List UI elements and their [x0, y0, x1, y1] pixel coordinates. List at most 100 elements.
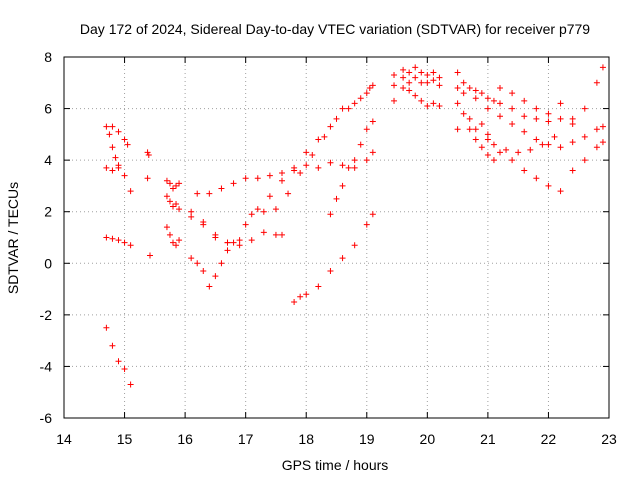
data-point — [503, 146, 510, 153]
series-11 — [188, 213, 285, 249]
data-point — [599, 64, 606, 71]
data-point — [291, 167, 298, 174]
data-point — [194, 260, 201, 267]
data-point — [581, 157, 588, 164]
data-point — [521, 113, 528, 120]
series-4 — [103, 324, 134, 388]
data-point — [466, 126, 473, 133]
data-point — [509, 157, 516, 164]
data-point — [418, 97, 425, 104]
y-tick-label: -6 — [40, 410, 53, 426]
data-point — [484, 131, 491, 138]
data-point — [163, 177, 170, 184]
data-point — [173, 242, 180, 249]
data-point — [200, 219, 207, 226]
data-point — [254, 175, 261, 182]
data-point — [103, 324, 110, 331]
data-point — [509, 105, 516, 112]
data-point — [484, 151, 491, 158]
data-point — [497, 100, 503, 107]
series-14 — [291, 211, 376, 305]
data-point — [533, 136, 540, 143]
data-point — [212, 273, 219, 280]
data-point — [121, 172, 128, 179]
data-point — [472, 126, 479, 133]
data-point — [357, 141, 364, 148]
data-point — [424, 72, 431, 79]
series-5 — [106, 131, 122, 169]
grid — [64, 57, 609, 418]
data-point — [188, 255, 195, 262]
data-point — [454, 84, 461, 91]
data-point — [266, 172, 273, 179]
series-9 — [163, 224, 183, 249]
data-point — [454, 126, 461, 133]
series-17 — [391, 74, 443, 89]
data-point — [400, 74, 407, 81]
x-tick-label: 22 — [541, 431, 557, 447]
data-point — [363, 221, 370, 228]
y-tick-label: -2 — [40, 307, 53, 323]
data-point — [521, 167, 528, 174]
data-point — [303, 149, 310, 156]
data-point — [146, 252, 153, 259]
series-12 — [188, 82, 376, 290]
data-point — [369, 82, 376, 89]
data-point — [436, 82, 443, 89]
x-axis-label: GPS time / hours — [282, 457, 389, 473]
data-point — [460, 90, 467, 97]
data-point — [272, 206, 279, 213]
data-point — [533, 105, 540, 112]
y-tick-label: 0 — [44, 255, 52, 271]
y-tick-label: 2 — [44, 204, 52, 220]
data-point — [363, 126, 370, 133]
data-point — [436, 74, 443, 81]
data-point — [106, 131, 113, 138]
data-point — [599, 123, 606, 130]
data-point — [490, 157, 497, 164]
data-point — [309, 151, 316, 158]
data-point — [581, 133, 588, 140]
data-point — [145, 151, 152, 158]
data-point — [339, 105, 346, 112]
series-16 — [391, 64, 443, 81]
series-1 — [103, 123, 131, 148]
data-point — [406, 87, 413, 94]
data-point — [533, 115, 540, 122]
data-point — [545, 110, 552, 117]
data-point — [166, 198, 173, 205]
data-point — [188, 213, 195, 220]
series-2 — [103, 164, 134, 195]
series-20 — [454, 100, 606, 195]
y-tick-label: -4 — [40, 358, 53, 374]
data-point — [593, 144, 600, 151]
data-point — [430, 69, 437, 76]
data-point — [400, 84, 407, 91]
data-point — [144, 175, 151, 182]
data-point — [242, 175, 249, 182]
data-point — [466, 84, 473, 91]
series-6 — [144, 149, 153, 259]
data-point — [484, 105, 491, 112]
y-axis-label: SDTVAR / TECUs — [5, 182, 21, 294]
data-point — [490, 141, 497, 148]
data-point — [163, 193, 170, 200]
data-point — [303, 162, 310, 169]
data-point — [509, 90, 516, 97]
data-point — [418, 79, 425, 86]
plot-frame — [63, 56, 610, 419]
data-point — [545, 118, 552, 125]
data-point — [430, 77, 437, 84]
data-point — [478, 90, 485, 97]
data-point — [103, 123, 110, 130]
data-point — [176, 237, 183, 244]
data-point — [206, 283, 213, 290]
data-point — [297, 170, 304, 177]
data-point — [194, 190, 201, 197]
data-point — [545, 141, 552, 148]
data-point — [569, 115, 576, 122]
series-15 — [327, 118, 376, 218]
series-10 — [194, 149, 376, 197]
data-point — [115, 358, 122, 365]
data-point — [109, 144, 116, 151]
